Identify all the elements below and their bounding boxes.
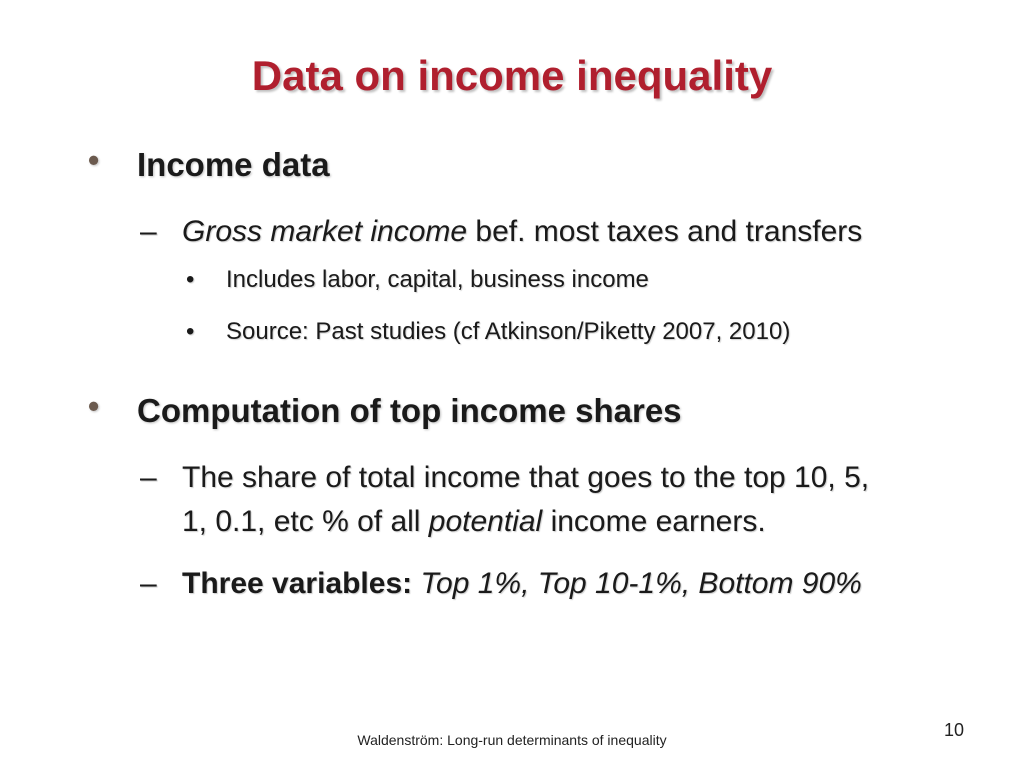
sub-sub-bullet-text: Includes labor, capital, business income [226, 266, 649, 293]
dash-icon: – [140, 567, 157, 600]
sub-bullet-rest: bef. most taxes and transfers [467, 215, 863, 248]
sub-bullet-text: Gross market income bef. most taxes and … [182, 210, 982, 254]
dash-icon: – [140, 215, 157, 248]
line2-pre: 1, 0.1, etc % of all [182, 505, 429, 538]
sub-bullet-text: Three variables: Top 1%, Top 10-1%, Bott… [182, 562, 982, 606]
sub-sub-bullet-text: Source: Past studies (cf Atkinson/Pikett… [226, 318, 791, 345]
sub-bullet-line1: The share of total income that goes to t… [182, 461, 870, 494]
bold-label: Three variables: [182, 567, 413, 600]
slide-title: Data on income inequality [251, 52, 773, 99]
italic-term: potential [428, 505, 543, 538]
italic-term: Gross market income [182, 215, 468, 248]
bullet-heading: Computation of top income shares [137, 392, 682, 429]
bullet-icon: • [88, 388, 100, 424]
line2-post: income earners. [542, 505, 766, 538]
dash-icon: – [140, 461, 157, 494]
sub-bullet-text: The share of total income that goes to t… [182, 456, 982, 544]
dot-icon: • [186, 318, 195, 345]
italic-variables: Top 1%, Top 10-1%, Bottom 90% [412, 567, 862, 600]
slide-footer: Waldenström: Long-run determinants of in… [357, 732, 667, 748]
page-number: 10 [943, 720, 964, 740]
bullet-heading: Income data [137, 146, 330, 183]
sub-bullet-line2: 1, 0.1, etc % of all potential income ea… [182, 500, 982, 544]
bullet-icon: • [88, 142, 100, 178]
dot-icon: • [186, 266, 195, 293]
